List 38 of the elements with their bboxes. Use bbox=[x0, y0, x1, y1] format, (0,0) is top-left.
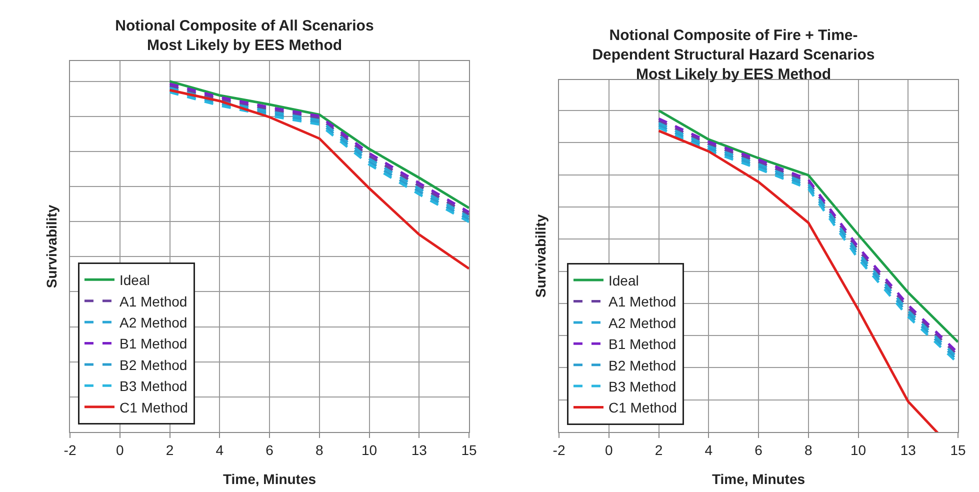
x-tick-label: 13 bbox=[900, 442, 916, 458]
x-tick-label: 6 bbox=[754, 442, 763, 458]
x-tick-label: 10 bbox=[361, 442, 378, 458]
legend-label: B3 Method bbox=[608, 378, 676, 395]
x-tick-label: 4 bbox=[704, 442, 713, 458]
legend-label: B2 Method bbox=[119, 356, 188, 373]
x-tick-label: 0 bbox=[604, 442, 613, 458]
x-tick-label: 8 bbox=[804, 442, 812, 458]
x-tick-label: 8 bbox=[315, 442, 324, 458]
legend-label: C1 Method bbox=[608, 400, 677, 416]
legend-label: A2 Method bbox=[608, 314, 676, 331]
y-axis-title: Survivability bbox=[532, 214, 549, 298]
chart-title: Notional Composite of All Scenarios Most Likely by EES Method bbox=[115, 18, 374, 54]
legend-label: Ideal bbox=[119, 272, 150, 288]
x-tick-label: 15 bbox=[950, 442, 966, 458]
legend-label: B2 Method bbox=[608, 357, 676, 374]
chart-title: Notional Composite of Fire + Time- Dependent Structural Hazard Scenarios Most Likely by EES Method bbox=[592, 27, 875, 83]
legend-label: B3 Method bbox=[119, 378, 188, 394]
x-tick-label: 2 bbox=[166, 442, 174, 458]
x-tick-label: -2 bbox=[552, 442, 566, 458]
legend-label: C1 Method bbox=[119, 399, 188, 416]
legend-label: B1 Method bbox=[119, 336, 188, 352]
legend-label: Ideal bbox=[608, 272, 639, 289]
x-tick-label: -2 bbox=[64, 442, 76, 458]
x-tick-label: 2 bbox=[654, 442, 663, 458]
legend-label: A1 Method bbox=[608, 294, 676, 310]
x-tick-label: 13 bbox=[411, 442, 428, 458]
x-tick-label: 6 bbox=[266, 442, 274, 458]
legend-label: B1 Method bbox=[608, 336, 676, 352]
x-tick-label: 10 bbox=[850, 442, 866, 458]
y-axis-title: Survivability bbox=[44, 204, 60, 288]
legend-label: A1 Method bbox=[119, 293, 188, 310]
x-axis-title: Time, Minutes bbox=[712, 471, 806, 487]
x-axis-title: Time, Minutes bbox=[222, 471, 316, 487]
x-tick-label: 0 bbox=[116, 442, 124, 458]
x-tick-label: 4 bbox=[216, 442, 224, 458]
legend-label: A2 Method bbox=[119, 314, 188, 331]
x-tick-label: 15 bbox=[461, 442, 477, 458]
